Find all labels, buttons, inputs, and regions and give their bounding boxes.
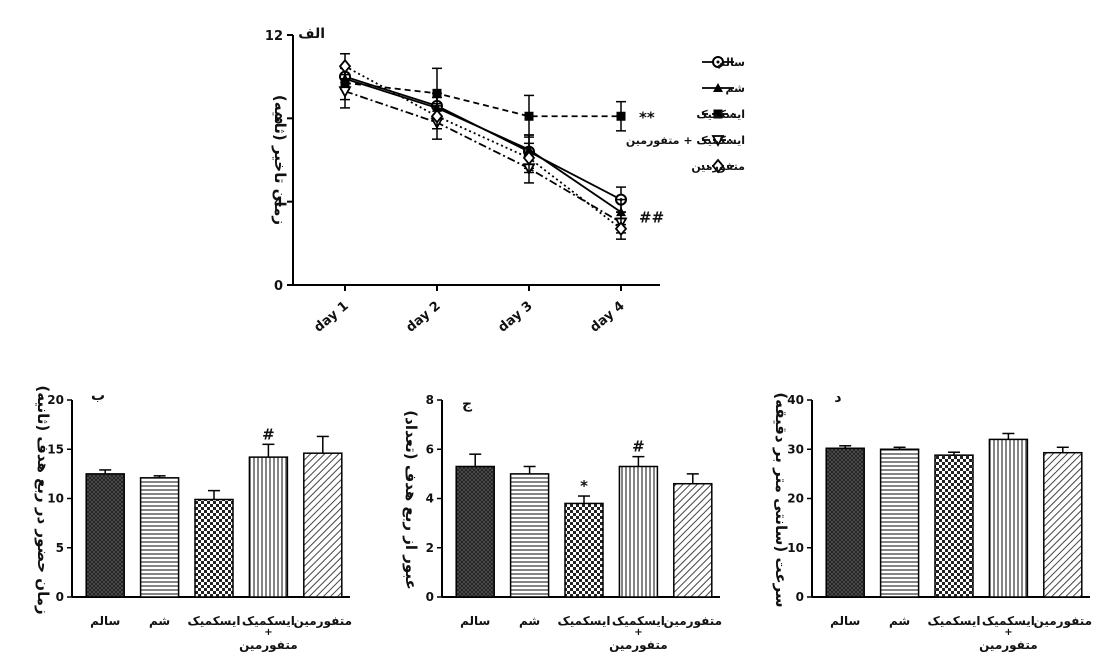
x-category-label: سالم: [90, 614, 120, 628]
data-point: [338, 58, 352, 74]
y-axis-label: سرعت (سانتی متر بر دقیقه): [772, 392, 790, 607]
x-category-label: شم: [519, 614, 540, 628]
panel-label: ب: [91, 388, 105, 404]
x-category-label: سالم: [830, 614, 860, 628]
significance-mark: #: [632, 438, 645, 456]
panel-label: ج: [462, 396, 473, 412]
y-tick-label: 4: [274, 196, 283, 211]
series-line: [344, 65, 622, 230]
y-tick-label: 6: [426, 442, 434, 456]
panel-label: د: [834, 390, 841, 406]
bar: [139, 477, 180, 598]
x-tick-label: day 2: [403, 299, 443, 336]
bar: [564, 502, 604, 598]
x-category-label: سالم: [460, 614, 490, 628]
x-category-label: متفورمین: [1034, 614, 1093, 629]
y-tick-label: 0: [426, 590, 434, 604]
y-tick-label: 10: [787, 541, 804, 555]
y-tick-label: 4: [426, 492, 434, 506]
legend-marker-center: [716, 60, 720, 64]
y-tick-label: 15: [47, 442, 64, 456]
significance-mark: **: [639, 108, 655, 126]
legend-marker: [713, 109, 723, 119]
bar: [673, 482, 713, 598]
series-line: [344, 75, 622, 201]
y-tick-label: 0: [796, 590, 804, 604]
x-category-label: متفورمین: [294, 614, 353, 629]
data-point: [432, 88, 442, 98]
data-point: [522, 150, 536, 166]
x-tick-label: day 4: [587, 299, 627, 336]
x-category-label: متفورمین: [979, 638, 1038, 653]
y-tick-label: 0: [56, 590, 64, 604]
bar: [455, 465, 495, 598]
y-tick-label: 30: [787, 442, 804, 456]
x-category-label-plus: +: [264, 627, 272, 638]
y-tick-label: 5: [56, 541, 64, 555]
significance-mark: ##: [639, 208, 664, 226]
y-tick-label: 8: [426, 393, 434, 407]
data-point: [616, 111, 626, 121]
x-category-label: شم: [889, 614, 910, 628]
y-axis-label: عبور از ربع هدف (تعداد): [402, 410, 420, 589]
legend-label: ایسکمیک: [696, 108, 745, 121]
data-point: [338, 86, 352, 99]
legend-marker: [713, 83, 723, 92]
x-category-label: ایسکمیک: [242, 614, 295, 628]
bar: [934, 454, 974, 598]
bar: [879, 448, 920, 598]
x-tick-label: day 1: [311, 299, 351, 336]
data-point: [430, 108, 444, 124]
y-tick-label: 20: [787, 492, 804, 506]
significance-mark: #: [262, 425, 275, 443]
x-category-label: ایسکمیک: [612, 614, 665, 628]
x-category-label: متفورمین: [609, 638, 668, 653]
y-tick-label: 2: [426, 541, 434, 555]
y-tick-label: 0: [274, 279, 283, 294]
legend-label: شم: [726, 82, 745, 95]
x-category-label: متفورمین: [239, 638, 298, 653]
legend-marker: [711, 135, 725, 147]
bar: [509, 473, 550, 598]
y-tick-label: 40: [787, 393, 804, 407]
x-category-label: ایسکمیک: [557, 614, 610, 628]
panel-label: الف: [298, 26, 325, 42]
x-category-label-plus: +: [634, 627, 642, 638]
data-point: [614, 221, 628, 237]
y-tick-label: 12: [265, 29, 283, 44]
legend-marker: [711, 158, 725, 174]
x-category-label-plus: +: [1004, 627, 1012, 638]
data-point: [524, 111, 534, 121]
legend-label: سالم: [717, 56, 745, 69]
y-tick-label: 8: [274, 112, 283, 127]
y-tick-label: 20: [47, 393, 64, 407]
x-category-label: ایسکمیک: [927, 614, 980, 628]
y-axis-label: زمان تاخیر (ثانیه): [271, 95, 289, 225]
x-category-label: ایسکمیک: [982, 614, 1035, 628]
bar: [618, 465, 659, 598]
y-axis-label: زمان حضور در ربع هدف (ثانیه): [34, 385, 52, 614]
legend-label: ایسکمیک + متفورمین: [626, 134, 745, 147]
series-line: [344, 82, 621, 118]
series-line: [344, 77, 622, 213]
x-tick-label: day 3: [495, 299, 535, 336]
bar: [825, 447, 865, 598]
bar: [303, 452, 343, 598]
bar: [248, 456, 289, 598]
bar: [85, 473, 125, 598]
series-line: [344, 90, 622, 224]
x-category-label: متفورمین: [664, 614, 723, 629]
x-category-label: شم: [149, 614, 170, 628]
significance-mark: *: [580, 477, 588, 495]
x-category-label: ایسکمیک: [187, 614, 240, 628]
bar: [194, 498, 234, 598]
bar: [988, 438, 1029, 598]
y-tick-label: 10: [47, 492, 64, 506]
bar: [1043, 451, 1083, 598]
legend-label: متفورمین: [691, 160, 745, 173]
